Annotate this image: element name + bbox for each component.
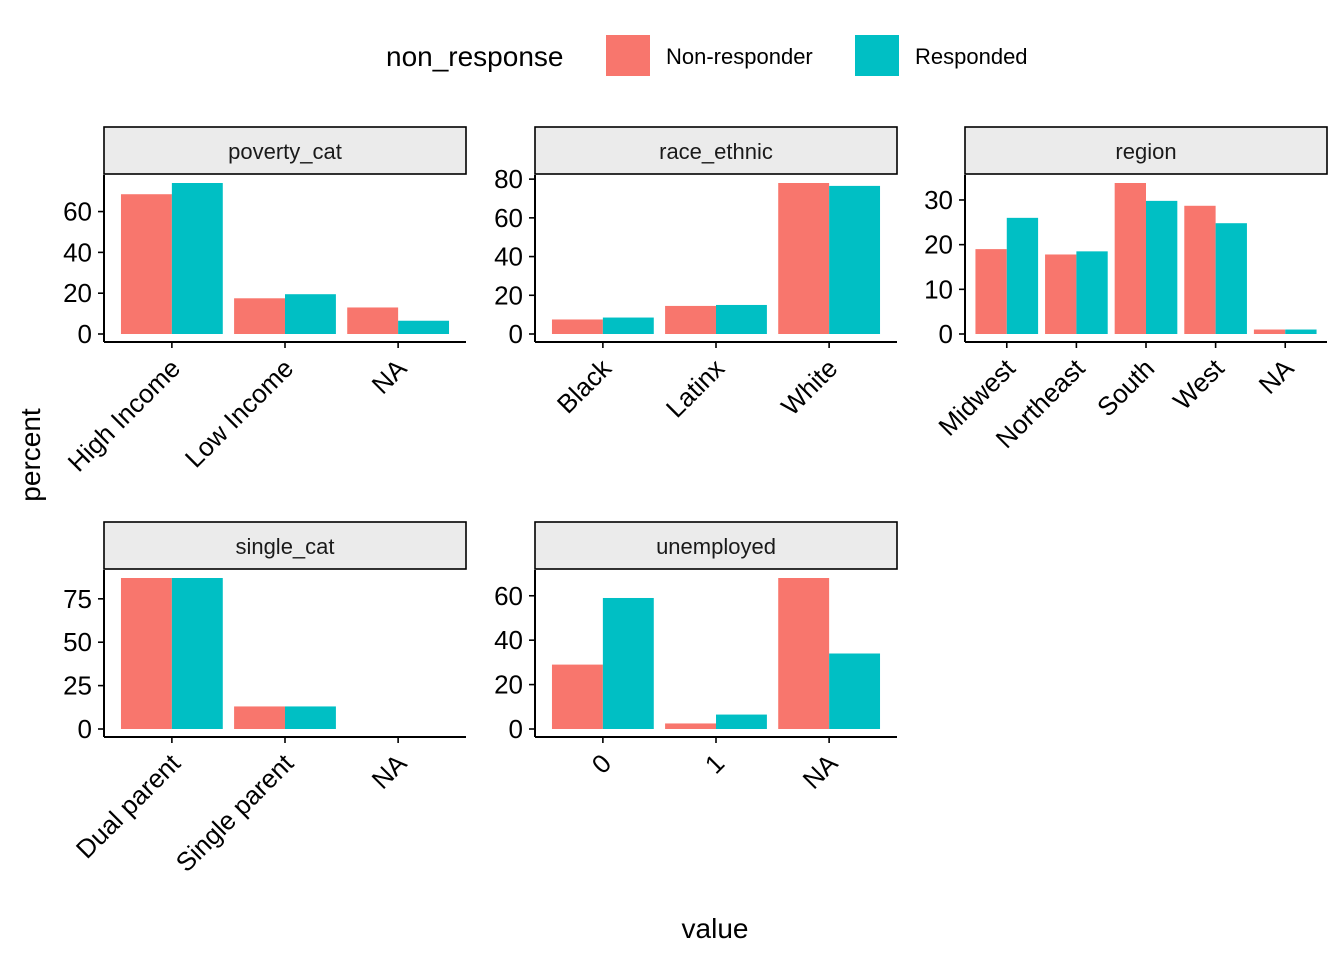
bar-non-responder-1: [665, 723, 716, 729]
y-tick-label: 60: [63, 197, 92, 227]
facet-strip: [964, 126, 1328, 175]
y-tick-label: 0: [78, 319, 92, 349]
y-tick-label: 40: [494, 242, 523, 272]
y-tick-label: 75: [63, 584, 92, 614]
legend-label-responded: Responded: [915, 44, 1028, 69]
y-tick-label: 30: [924, 185, 953, 215]
x-tick-label: NA: [797, 748, 844, 795]
x-tick-label: West: [1167, 352, 1230, 415]
y-tick-label: 80: [494, 164, 523, 194]
x-tick-label: Black: [551, 352, 618, 419]
bar-responded-na: [1285, 329, 1317, 334]
y-tick-label: 20: [63, 278, 92, 308]
legend-swatch-non-responder: [606, 35, 650, 76]
facet-strip: [103, 521, 467, 570]
bar-responded-white: [829, 185, 881, 334]
facet-strip-label: unemployed: [656, 534, 776, 559]
legend-title: non_response: [386, 41, 563, 72]
x-tick-label: NA: [1253, 353, 1300, 400]
bar-non-responder-white: [778, 183, 830, 334]
bar-responded-low-income: [285, 294, 336, 334]
y-tick-label: 0: [509, 714, 523, 744]
bar-responded-single-parent: [285, 706, 336, 729]
y-tick-label: 25: [63, 671, 92, 701]
bar-non-responder-south: [1114, 183, 1146, 334]
x-tick-label: Single parent: [170, 747, 300, 877]
bar-non-responder-northeast: [1045, 254, 1077, 334]
x-tick-label: Latinx: [660, 353, 730, 423]
bar-responded-northeast: [1076, 251, 1108, 334]
x-tick-label: NA: [366, 353, 413, 400]
x-axis-title: value: [682, 913, 749, 944]
facet-race_ethnic: race_ethnic 0 20 40 60 80 Black Latinx White: [494, 126, 898, 423]
facet-strip-label: region: [1115, 139, 1176, 164]
bar-responded-latinx: [716, 304, 767, 334]
y-tick-label: 60: [494, 581, 523, 611]
x-tick-label: 1: [699, 748, 730, 779]
bar-responded-black: [602, 317, 654, 334]
facet-strip: [534, 126, 898, 175]
bar-responded-na: [829, 653, 881, 729]
y-tick-label: 0: [509, 319, 523, 349]
bar-non-responder-low-income: [234, 298, 285, 334]
y-tick-label: 0: [78, 714, 92, 744]
y-tick-label: 40: [494, 625, 523, 655]
bar-non-responder-latinx: [665, 305, 716, 334]
y-tick-label: 20: [924, 230, 953, 260]
bar-non-responder-black: [551, 319, 603, 334]
x-tick-label: High Income: [62, 353, 186, 477]
legend: non_response Non-responder Responded: [386, 35, 1028, 76]
facet-strip: [103, 126, 467, 175]
bar-non-responder-na: [778, 578, 830, 729]
x-tick-label: Dual parent: [70, 747, 187, 864]
bar-non-responder-high-income: [120, 194, 172, 334]
y-tick-label: 20: [494, 280, 523, 310]
y-tick-label: 0: [939, 319, 953, 349]
bar-non-responder-single-parent: [234, 706, 285, 729]
bar-responded-high-income: [171, 183, 223, 334]
y-axis-title: percent: [15, 408, 46, 502]
legend-swatch-responded: [855, 35, 899, 76]
x-tick-label: NA: [366, 748, 413, 795]
bar-non-responder-midwest: [975, 249, 1007, 334]
x-tick-label: 0: [586, 748, 617, 779]
legend-label-non-responder: Non-responder: [666, 44, 813, 69]
facet-strip-label: poverty_cat: [228, 139, 342, 164]
bar-non-responder-na: [1253, 329, 1286, 334]
facet-unemployed: unemployed 0 20 40 60 0 1 NA: [494, 521, 898, 795]
y-tick-label: 60: [494, 203, 523, 233]
y-tick-label: 20: [494, 670, 523, 700]
bar-responded-west: [1215, 223, 1247, 334]
bar-non-responder-0: [551, 664, 603, 729]
bar-responded-na: [398, 320, 450, 334]
bar-responded-south: [1146, 200, 1178, 334]
facet-strip-label: single_cat: [235, 534, 334, 559]
bar-non-responder-na: [347, 307, 399, 334]
y-tick-label: 10: [924, 274, 953, 304]
x-tick-label: Low Income: [179, 353, 299, 473]
facet-strip: [534, 521, 898, 570]
y-tick-label: 50: [63, 627, 92, 657]
bar-non-responder-dual-parent: [120, 578, 172, 729]
bar-responded-1: [716, 714, 767, 729]
bar-responded-dual-parent: [171, 578, 223, 729]
bar-responded-0: [602, 597, 654, 729]
x-tick-label: South: [1091, 353, 1160, 422]
x-tick-label: White: [775, 353, 843, 421]
facet-strip-label: race_ethnic: [659, 139, 773, 164]
bar-non-responder-west: [1184, 205, 1216, 334]
y-tick-label: 40: [63, 237, 92, 267]
bar-responded-midwest: [1006, 217, 1039, 334]
